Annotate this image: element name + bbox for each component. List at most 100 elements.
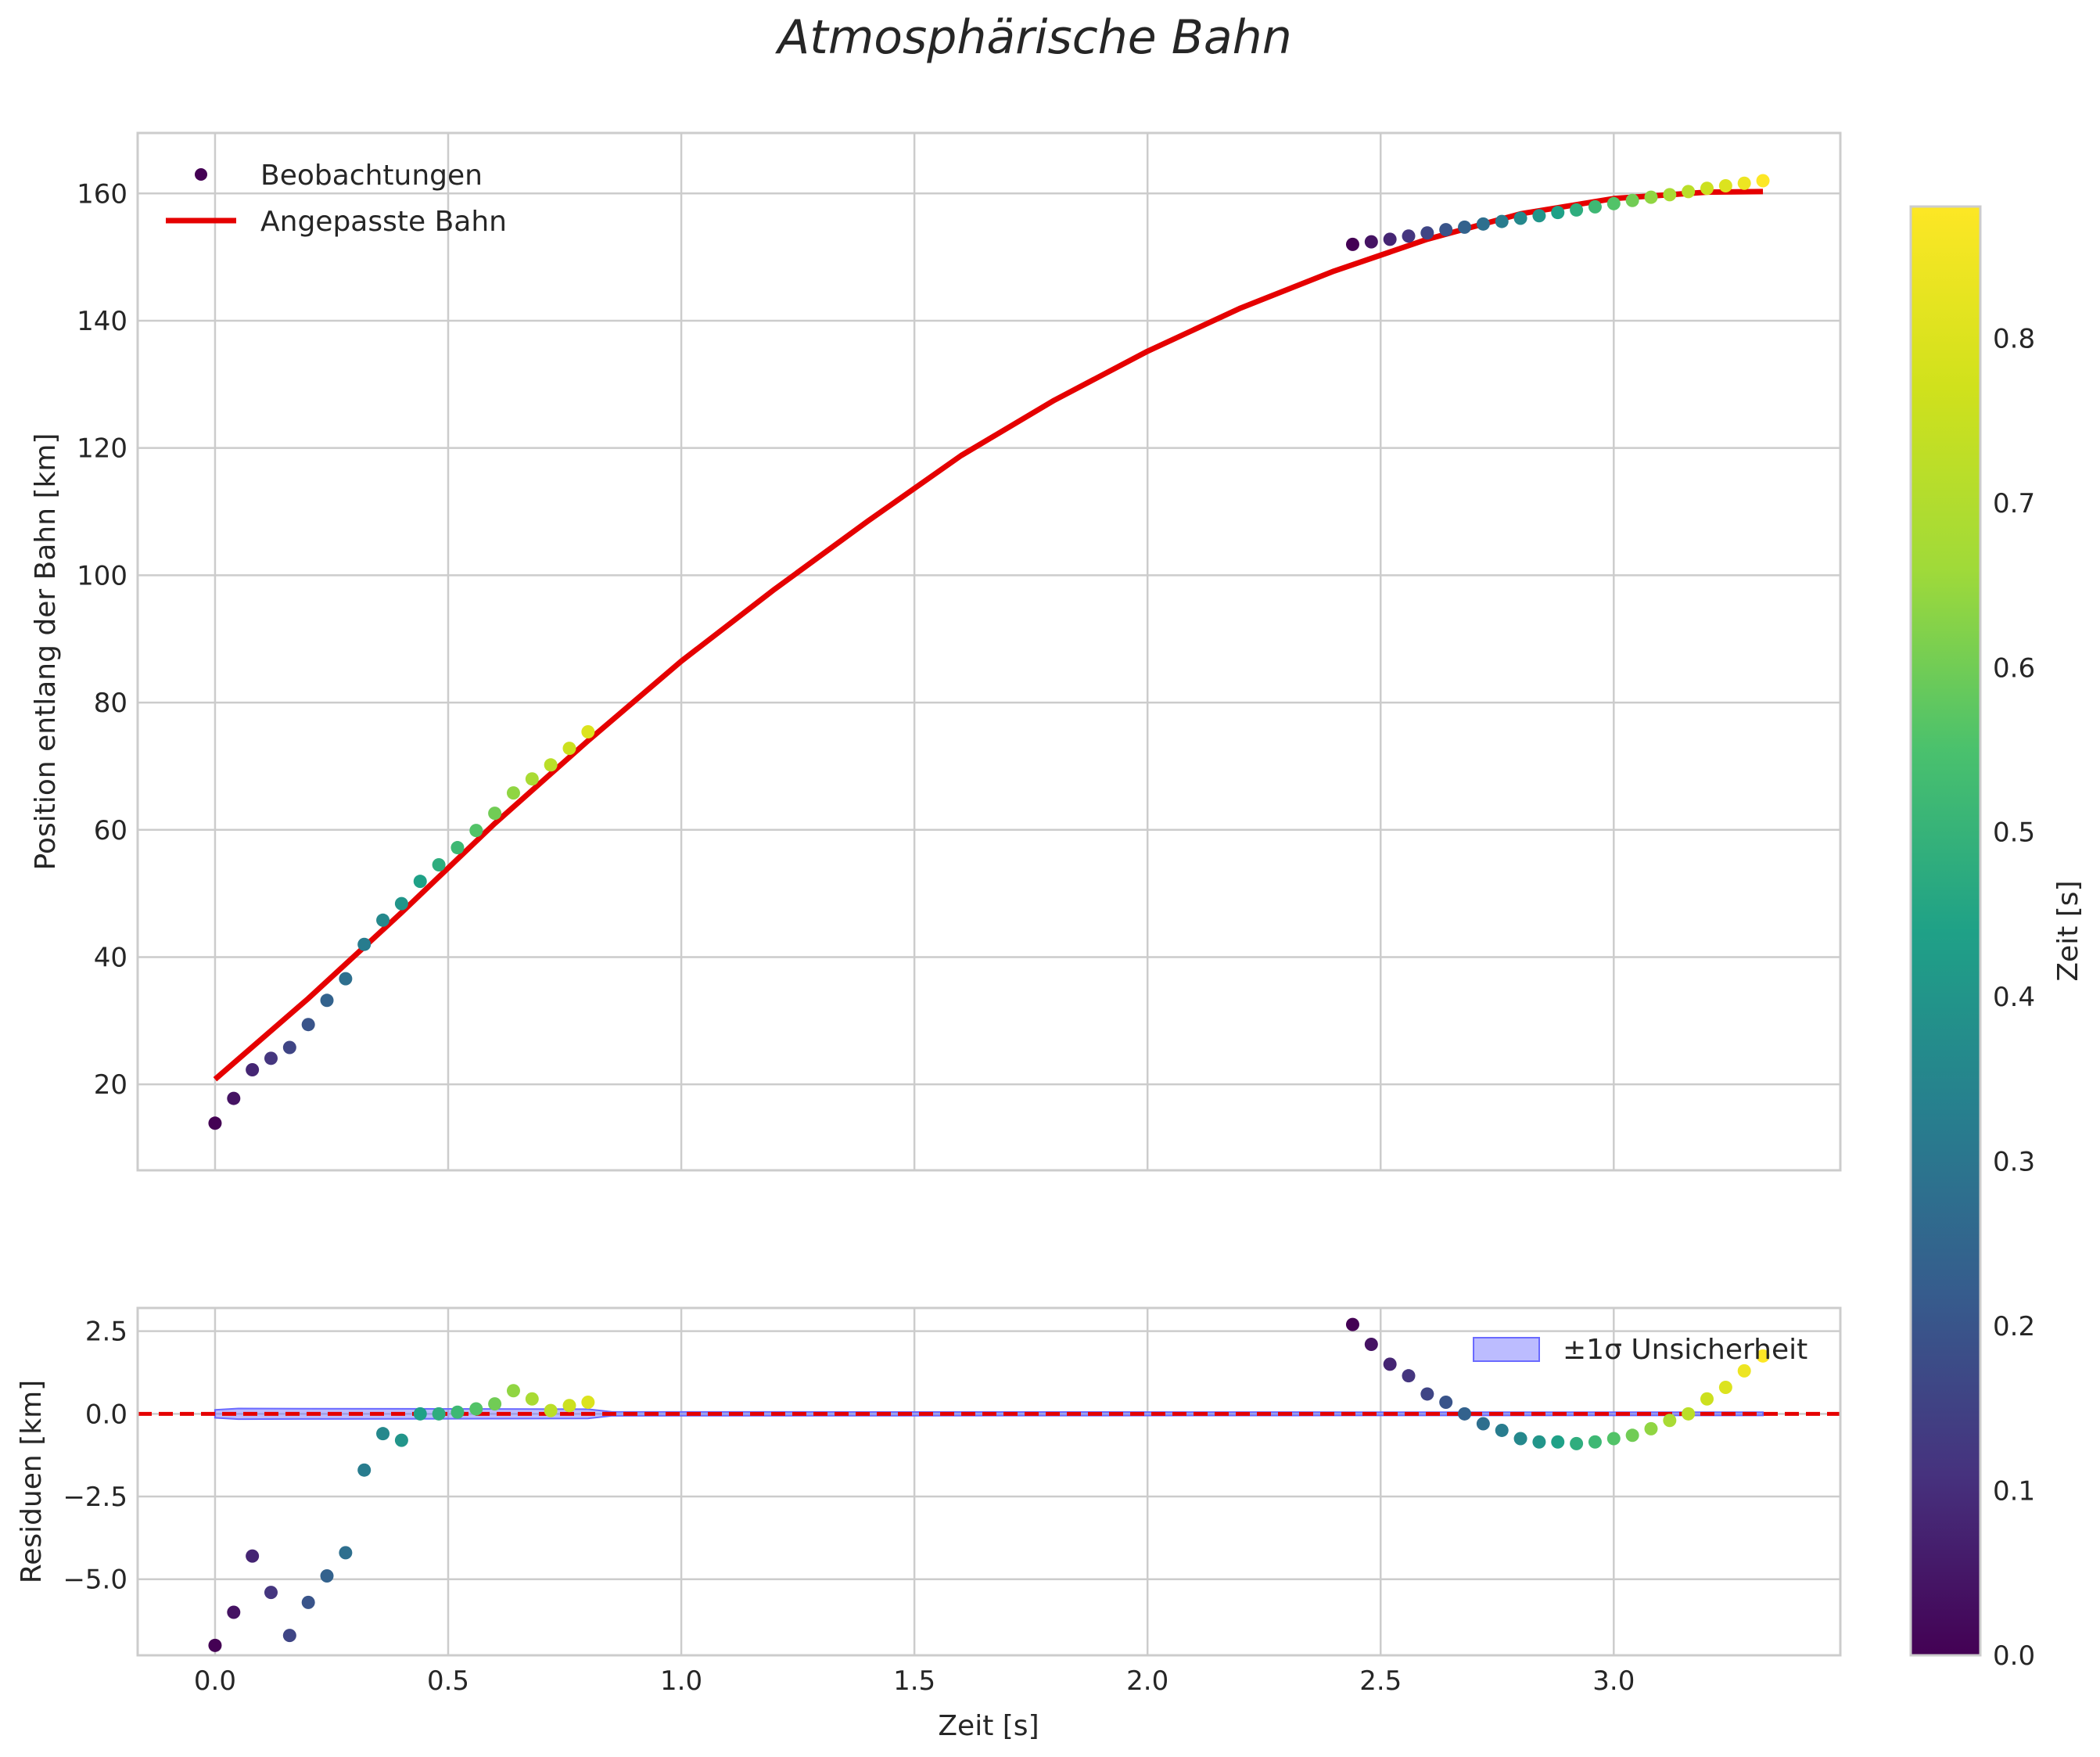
legend-marker-beobachtungen	[195, 168, 207, 181]
residual-point	[339, 1546, 353, 1560]
residual-plot-area	[138, 1308, 1840, 1655]
observation-point	[1532, 209, 1546, 223]
residual-point	[1700, 1392, 1714, 1406]
observation-point	[1606, 196, 1621, 210]
x-tick-label: 0.0	[194, 1665, 236, 1697]
residual-point	[1532, 1435, 1546, 1449]
residual-y-axis-label: Residuen [km]	[16, 1380, 48, 1583]
observation-point	[1345, 237, 1359, 251]
main-data	[208, 174, 1770, 1130]
colorbar-tick-label: 0.5	[1993, 817, 2035, 849]
x-tick-labels: 0.0 0.5 1.0 1.5 2.0 2.5 3.0	[194, 1665, 1635, 1697]
observation-point	[1439, 223, 1453, 237]
residual-point	[1513, 1432, 1527, 1446]
main-y-tick-label: 40	[94, 942, 127, 973]
residual-point	[1737, 1364, 1751, 1378]
main-y-axis-label: Position entlang der Bahn [km]	[30, 433, 62, 871]
residual-point	[1644, 1421, 1658, 1435]
observation-point	[1364, 235, 1378, 249]
main-legend: Beobachtungen Angepasste Bahn	[166, 160, 507, 238]
chart-title: Atmosphärische Bahn	[774, 10, 1291, 65]
residual-point	[413, 1407, 427, 1421]
main-plot-area	[138, 133, 1840, 1170]
colorbar-label: Zeit [s]	[2052, 880, 2084, 981]
residual-point	[1570, 1436, 1584, 1450]
x-tick-label: 1.0	[660, 1665, 702, 1697]
colorbar-tick-label: 0.2	[1993, 1311, 2035, 1342]
residual-point	[264, 1586, 278, 1600]
legend-label-angepasste-bahn: Angepasste Bahn	[260, 206, 507, 238]
residual-point	[544, 1403, 558, 1417]
observation-point	[1383, 232, 1397, 246]
observation-point	[282, 1040, 296, 1055]
residual-point	[246, 1549, 260, 1563]
colorbar-tick-label: 0.7	[1993, 488, 2035, 519]
x-axis-label: Zeit [s]	[938, 1710, 1039, 1742]
residual-point	[1345, 1317, 1359, 1331]
observation-point	[339, 972, 353, 986]
main-y-tick-label: 160	[77, 178, 127, 210]
observation-point	[1495, 214, 1509, 228]
residual-point	[1718, 1380, 1732, 1394]
residual-point	[1756, 1349, 1770, 1363]
observation-point	[246, 1062, 260, 1076]
residual-legend: ±1σ Unsicherheit	[1473, 1334, 1807, 1366]
residual-point	[1588, 1435, 1602, 1449]
colorbar-tick-label: 0.0	[1993, 1640, 2035, 1672]
residual-y-tick-labels: 2.5 0.0 −2.5 −5.0	[63, 1317, 127, 1596]
x-tick-label: 1.5	[893, 1665, 935, 1697]
residual-point	[1383, 1357, 1397, 1371]
residual-point	[469, 1402, 483, 1416]
observation-point	[394, 896, 408, 911]
observation-point	[1458, 220, 1472, 234]
observation-point	[1737, 176, 1751, 190]
residual-y-tick-label: 0.0	[85, 1399, 127, 1430]
main-y-tick-label: 140	[77, 306, 127, 337]
residual-y-tick-label: −2.5	[63, 1482, 127, 1513]
colorbar-tick-label: 0.4	[1993, 982, 2035, 1013]
observation-point	[1513, 211, 1527, 225]
residual-point	[506, 1384, 520, 1398]
residual-point	[1606, 1432, 1621, 1446]
main-grid	[138, 133, 1840, 1170]
residual-point	[451, 1405, 465, 1419]
residual-point	[1495, 1423, 1509, 1437]
residual-point	[1439, 1396, 1453, 1410]
residual-point	[562, 1399, 576, 1413]
observation-point	[227, 1091, 241, 1105]
residual-point	[1458, 1407, 1472, 1421]
x-tick-label: 2.0	[1126, 1665, 1168, 1697]
main-plot-frame	[136, 131, 1842, 1172]
observation-point	[1476, 217, 1490, 231]
main-y-tick-label: 120	[77, 433, 127, 465]
main-y-tick-label: 20	[94, 1069, 127, 1101]
colorbar-tick-label: 0.1	[1993, 1476, 2035, 1507]
residual-data	[138, 1317, 1840, 1652]
residual-point	[376, 1427, 390, 1441]
observation-point	[488, 807, 502, 821]
residual-point	[581, 1396, 595, 1410]
x-tick-label: 0.5	[427, 1665, 469, 1697]
legend-label-uncertainty: ±1σ Unsicherheit	[1563, 1334, 1807, 1366]
observation-point	[1682, 185, 1696, 199]
observation-point	[1718, 179, 1732, 193]
observation-point	[581, 725, 595, 739]
residual-point	[1402, 1369, 1416, 1383]
observation-point	[562, 742, 576, 756]
observation-point	[469, 824, 483, 838]
residual-point	[394, 1433, 408, 1447]
legend-label-beobachtungen: Beobachtungen	[260, 160, 483, 192]
residual-panel: 2.5 0.0 −2.5 −5.0 0.0 0.5 1.0 1.5 2.0 2.5 3.0 Res…	[16, 1306, 1842, 1742]
residual-point	[488, 1397, 502, 1411]
observation-point	[1663, 188, 1677, 202]
colorbar: 0.0 0.1 0.2 0.3 0.4 0.5 0.6 0.7 0.8 Zeit [s]	[1909, 205, 2084, 1672]
residual-point	[1420, 1387, 1434, 1401]
observation-point	[1420, 226, 1434, 240]
residual-point	[1625, 1428, 1639, 1443]
main-y-tick-label: 100	[77, 560, 127, 591]
residual-point	[227, 1605, 241, 1619]
observation-point	[320, 993, 334, 1008]
residual-y-tick-label: 2.5	[85, 1317, 127, 1348]
colorbar-gradient	[1909, 205, 1982, 1657]
